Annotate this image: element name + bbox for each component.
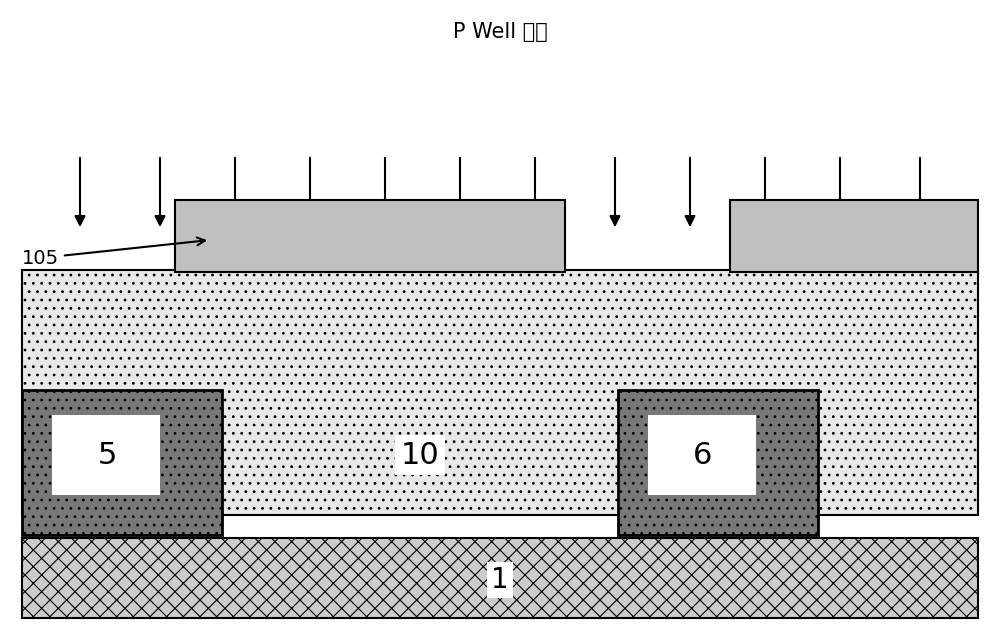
- Bar: [22, 390, 222, 535]
- Text: 1: 1: [491, 566, 509, 594]
- Bar: [52, 415, 160, 495]
- Bar: [175, 200, 565, 272]
- Bar: [22, 538, 978, 618]
- Bar: [648, 415, 756, 495]
- Text: 105: 105: [22, 238, 205, 268]
- Text: 10: 10: [401, 441, 439, 469]
- Bar: [22, 270, 978, 515]
- Text: 6: 6: [693, 441, 713, 469]
- Bar: [618, 390, 818, 535]
- Bar: [730, 200, 978, 272]
- Text: 5: 5: [97, 441, 117, 469]
- Text: P Well 注入: P Well 注入: [453, 22, 547, 42]
